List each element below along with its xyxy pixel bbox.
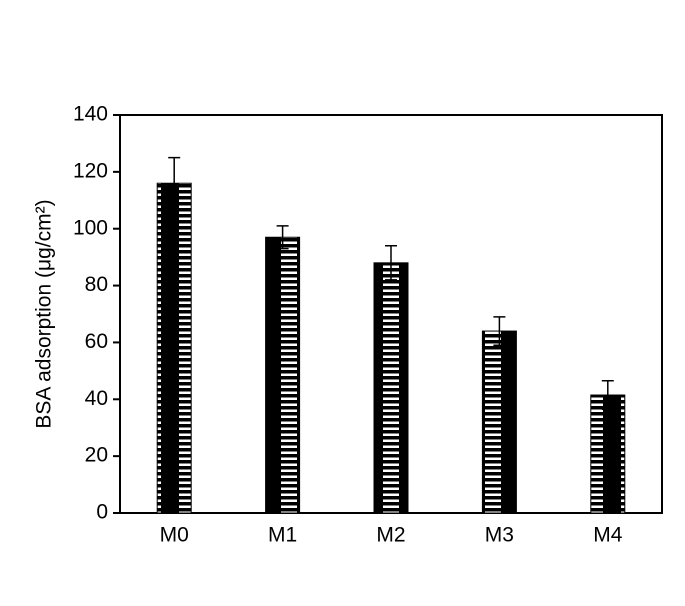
y-tick-label: 20 xyxy=(85,444,108,467)
y-tick-label: 100 xyxy=(73,216,108,239)
y-tick-label: 80 xyxy=(85,273,108,296)
bar xyxy=(373,262,409,514)
y-tick-label: 0 xyxy=(96,501,108,524)
error-bar xyxy=(601,380,614,410)
bar xyxy=(265,236,301,514)
y-tick-label: 120 xyxy=(73,159,108,182)
error-bar xyxy=(276,225,289,250)
error-bar xyxy=(168,156,181,210)
bar xyxy=(590,394,626,514)
x-tick-label: M4 xyxy=(593,524,622,547)
bar xyxy=(481,330,517,514)
x-tick-label: M1 xyxy=(268,524,297,547)
x-tick-label: M0 xyxy=(160,524,189,547)
error-bar xyxy=(493,316,506,347)
y-axis-label: BSA adsorption (μg/cm²) xyxy=(33,199,56,428)
bar xyxy=(156,182,192,514)
y-tick-label: 40 xyxy=(85,387,108,410)
x-tick-label: M3 xyxy=(485,524,514,547)
error-bar xyxy=(385,245,397,281)
y-tick-label: 60 xyxy=(85,330,108,353)
y-tick-label: 140 xyxy=(73,103,108,126)
x-tick-label: M2 xyxy=(376,524,405,547)
